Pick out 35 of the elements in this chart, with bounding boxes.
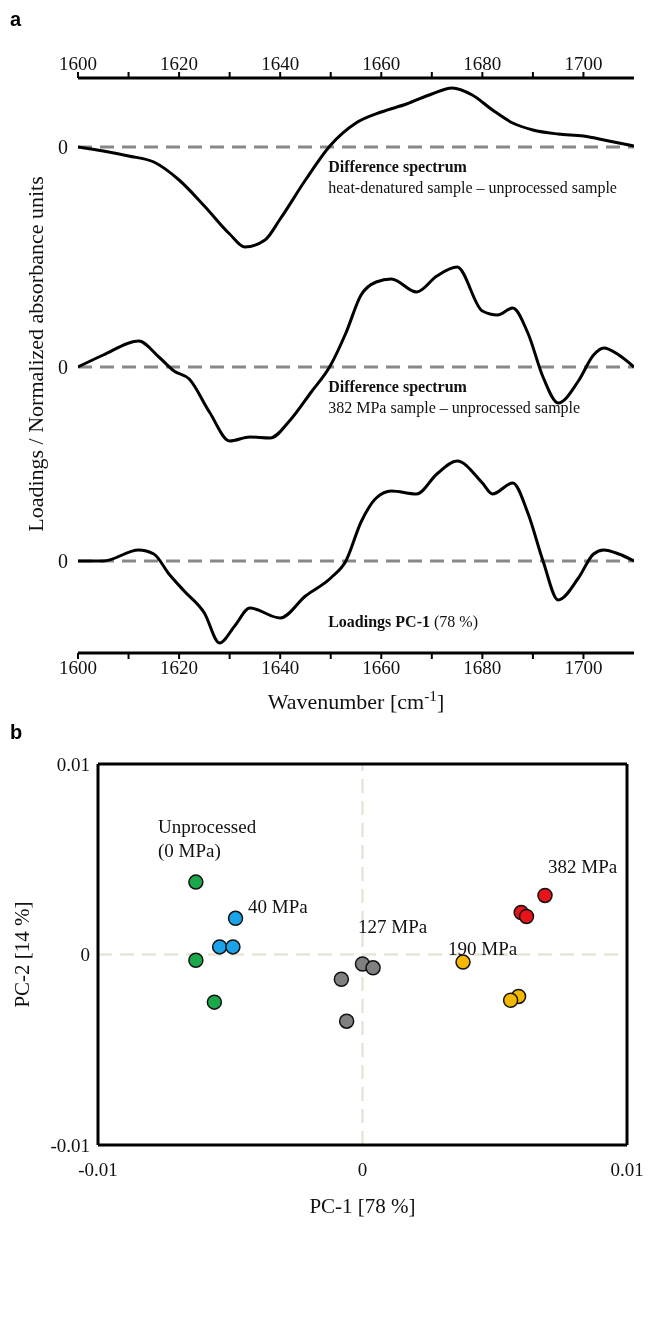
- x-axis-title: Wavenumber [cm$^{-1}$]: [267, 686, 445, 714]
- chart-title: b: [10, 721, 23, 744]
- x-tick-label: 1680: [463, 53, 502, 74]
- y-axis-title: PC-2 [14 %]: [10, 901, 35, 1008]
- x-tick-label: 0.01: [610, 1159, 644, 1181]
- x-tick-label: 1620: [160, 53, 199, 74]
- annotation: 190 MPa: [448, 937, 518, 961]
- chart-title: a: [10, 8, 22, 31]
- annotation: Difference spectrum: [328, 157, 468, 178]
- x-tick-label: 1680: [463, 657, 502, 679]
- annotation: 382 MPa: [548, 855, 618, 879]
- x-tick-label: 1640: [261, 53, 300, 74]
- y-tick-label: 0.01: [56, 753, 90, 775]
- x-tick-label: 1700: [564, 53, 603, 74]
- annotation: 127 MPa: [358, 915, 428, 939]
- annotation: 40 MPa: [248, 895, 308, 919]
- y-tick-label: -0.01: [50, 1134, 90, 1156]
- x-tick-label: 1700: [564, 657, 603, 679]
- x-axis-title: PC-1 [78 %]: [309, 1194, 416, 1218]
- x-tick-label: -0.01: [78, 1159, 118, 1181]
- annotation: Unprocessed (0 MPa): [158, 815, 258, 863]
- annotation: 382 MPa sample – unprocessed sample: [328, 397, 581, 419]
- x-tick-label: 1600: [59, 53, 97, 74]
- y-tick-label: 0: [80, 944, 90, 966]
- x-tick-label: 1660: [362, 657, 401, 679]
- x-tick-label: 0: [357, 1159, 368, 1181]
- x-tick-label: 1600: [59, 657, 97, 679]
- annotation: (78 %): [433, 613, 478, 630]
- annotation: heat-denatured sample – unprocessed sample: [328, 177, 617, 199]
- y-axis-title: Loadings / Normalized absorbance units: [23, 176, 49, 532]
- x-tick-label: 1620: [160, 657, 199, 679]
- x-tick-label: 1660: [362, 53, 401, 74]
- x-tick-label: 1640: [261, 657, 300, 679]
- annotation: Loadings PC-1: [328, 613, 430, 630]
- annotation: Difference spectrum: [328, 377, 468, 398]
